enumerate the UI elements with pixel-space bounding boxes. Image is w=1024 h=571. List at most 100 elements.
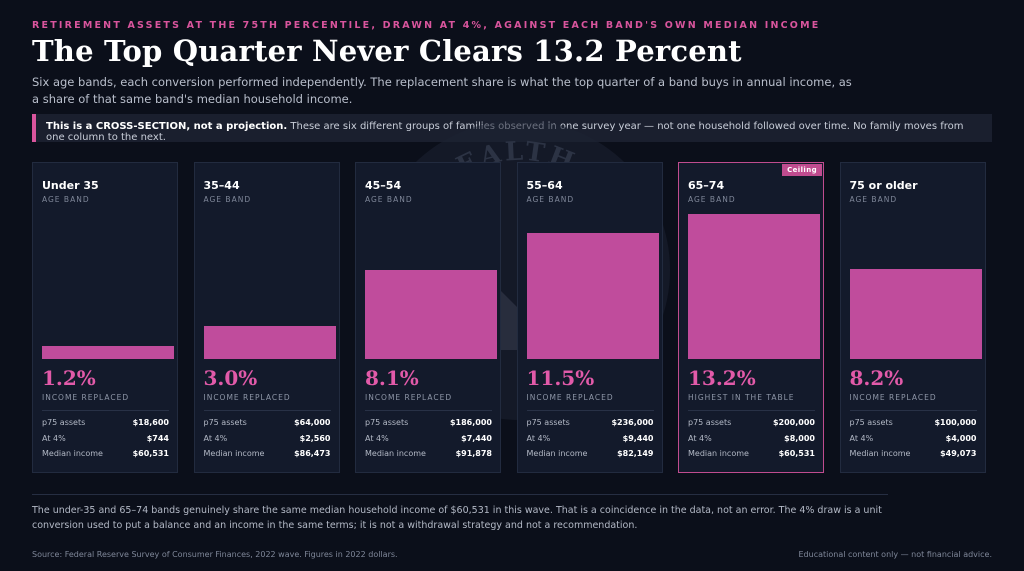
bar — [42, 345, 174, 359]
band-caption: AGE BAND — [849, 195, 898, 204]
band-details: p75 assets $64,000 At 4% $2,560 Median incom… — [203, 410, 331, 465]
band-caption: AGE BAND — [688, 195, 736, 204]
detail-row: At 4% $2,560 — [204, 434, 331, 450]
band-details: p75 assets $236,000 At 4% $9,440 Median inco… — [526, 410, 654, 465]
detail-row: Median income $60,531 — [688, 449, 815, 465]
ceiling-badge: Ceiling — [782, 164, 822, 176]
detail-row: At 4% $744 — [42, 434, 169, 450]
detail-row: p75 assets $18,600 — [42, 418, 169, 434]
detail-row: p75 assets $186,000 — [365, 418, 492, 434]
detail-row: At 4% $7,440 — [365, 434, 492, 450]
detail-row: At 4% $9,440 — [527, 434, 654, 450]
bar — [849, 269, 982, 359]
footnote: The under-35 and 65–74 bands genuinely s… — [32, 505, 882, 531]
value-caption: INCOME REPLACED — [365, 393, 453, 402]
detail-label: p75 assets — [42, 418, 86, 427]
value-caption: HIGHEST IN THE TABLE — [688, 393, 795, 402]
detail-value: $64,000 — [294, 418, 331, 427]
band-label: 55–64 — [526, 179, 563, 192]
detail-label: At 4% — [203, 433, 228, 443]
detail-label: Median income — [688, 449, 749, 458]
detail-row: Median income $60,531 — [42, 449, 169, 465]
detail-label: Median income — [203, 449, 265, 458]
detail-value: $236,000 — [611, 418, 654, 427]
bar — [688, 214, 820, 359]
detail-row: p75 assets $64,000 — [204, 418, 331, 434]
detail-value: $8,000 — [784, 433, 815, 443]
bar — [526, 232, 659, 359]
detail-value: $82,149 — [617, 449, 654, 458]
value-label: 8.1% — [365, 366, 419, 390]
detail-value: $2,560 — [299, 433, 331, 443]
band-label: 45–54 — [365, 179, 402, 192]
detail-value: $49,073 — [940, 449, 977, 458]
detail-value: $86,473 — [294, 449, 331, 458]
detail-label: Median income — [42, 449, 103, 458]
band-card: 55–64 AGE BAND 11.5% INCOME REPLACED p75 ass… — [516, 162, 663, 473]
value-label: 8.2% — [849, 366, 904, 390]
detail-label: Median income — [849, 449, 911, 458]
cross-section-callout: This is a CROSS-SECTION, not a projectio… — [32, 114, 992, 143]
band-label: 65–74 — [688, 179, 725, 192]
detail-value: $186,000 — [449, 418, 492, 427]
detail-row: Median income $91,878 — [365, 449, 492, 465]
detail-row: Median income $82,149 — [527, 449, 654, 465]
detail-label: At 4% — [526, 433, 551, 443]
detail-row: p75 assets $200,000 — [688, 418, 815, 434]
detail-label: Median income — [365, 449, 426, 458]
bar — [365, 270, 497, 359]
detail-value: $100,000 — [934, 418, 977, 427]
band-card: 75 or older AGE BAND 8.2% INCOME REPLACED p7… — [839, 162, 986, 473]
source-note: Source: Federal Reserve Survey of Consum… — [32, 550, 398, 559]
band-caption: AGE BAND — [526, 195, 575, 204]
band-caption: AGE BAND — [365, 195, 413, 204]
band-caption: AGE BAND — [203, 195, 252, 204]
subtitle: Six age bands, each conversion performed… — [32, 75, 852, 106]
band-details: p75 assets $200,000 At 4% $8,000 Median inco… — [688, 410, 815, 465]
detail-label: p75 assets — [526, 418, 570, 427]
detail-row: At 4% $4,000 — [850, 434, 977, 450]
detail-label: p75 assets — [365, 418, 409, 427]
value-caption: INCOME REPLACED — [203, 393, 291, 402]
disclaimer: Educational content only — not financial… — [798, 550, 993, 559]
detail-value: $7,440 — [461, 433, 492, 443]
band-card: 35–44 AGE BAND 3.0% INCOME REPLACED p75 asse… — [193, 162, 340, 473]
kicker: RETIREMENT ASSETS AT THE 75TH PERCENTILE… — [32, 20, 821, 31]
band-card: Under 35 AGE BAND 1.2% INCOME REPLACED p75 a… — [32, 162, 178, 473]
band-card: 45–54 AGE BAND 8.1% INCOME REPLACED p75 asse… — [355, 162, 501, 473]
footer-divider — [32, 494, 888, 495]
value-caption: INCOME REPLACED — [42, 393, 130, 402]
detail-value: $4,000 — [945, 433, 977, 443]
detail-label: At 4% — [365, 433, 389, 443]
detail-label: At 4% — [688, 433, 712, 443]
value-label: 13.2% — [688, 366, 756, 390]
band-label: Under 35 — [42, 179, 99, 192]
value-label: 1.2% — [42, 366, 96, 390]
band-label: 35–44 — [203, 179, 240, 192]
detail-value: $60,531 — [778, 449, 815, 458]
page-title: The Top Quarter Never Clears 13.2 Percen… — [32, 34, 742, 68]
detail-value: $744 — [146, 433, 169, 443]
detail-value: $18,600 — [132, 418, 169, 427]
detail-label: At 4% — [42, 433, 66, 443]
bar — [203, 326, 336, 359]
detail-row: Median income $86,473 — [204, 449, 331, 465]
band-caption: AGE BAND — [42, 195, 90, 204]
detail-label: At 4% — [849, 433, 874, 443]
band-card: 65–74 AGE BAND Ceiling 13.2% HIGHEST IN THE … — [678, 162, 824, 473]
detail-row: p75 assets $100,000 — [850, 418, 977, 434]
value-label: 3.0% — [203, 366, 258, 390]
value-caption: INCOME REPLACED — [849, 393, 937, 402]
detail-row: Median income $49,073 — [850, 449, 977, 465]
detail-label: p75 assets — [203, 418, 247, 427]
detail-row: At 4% $8,000 — [688, 434, 815, 450]
detail-label: p75 assets — [688, 418, 732, 427]
detail-value: $200,000 — [772, 418, 815, 427]
value-label: 11.5% — [526, 366, 595, 390]
value-caption: INCOME REPLACED — [526, 393, 614, 402]
band-details: p75 assets $186,000 At 4% $7,440 Median inco… — [365, 410, 492, 465]
detail-label: Median income — [526, 449, 588, 458]
detail-value: $60,531 — [132, 449, 169, 458]
detail-row: p75 assets $236,000 — [527, 418, 654, 434]
detail-label: p75 assets — [849, 418, 893, 427]
